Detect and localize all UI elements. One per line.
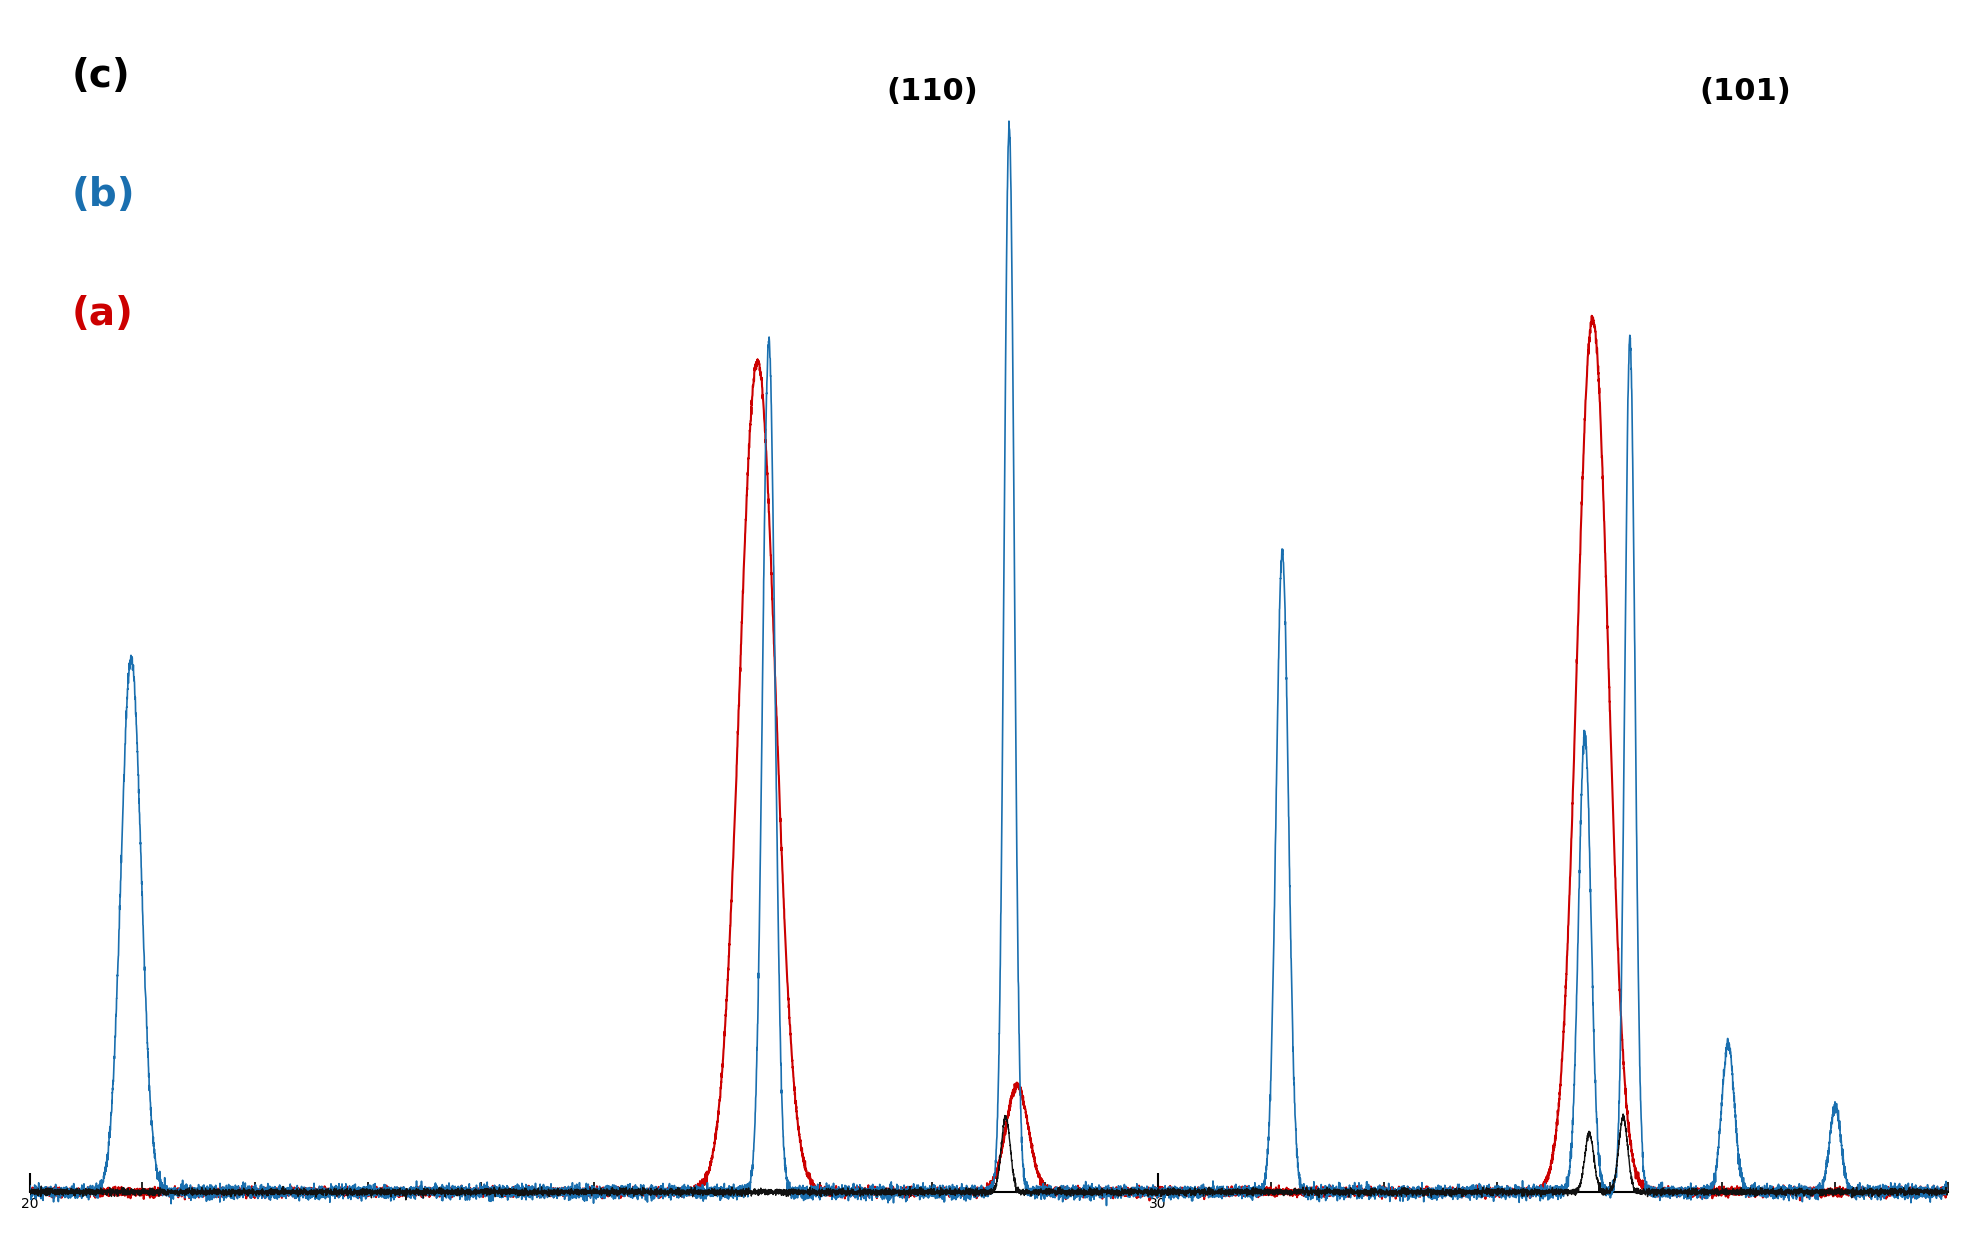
Text: (a): (a): [71, 295, 134, 332]
Text: (b): (b): [71, 176, 136, 214]
Text: (101): (101): [1699, 77, 1792, 106]
Text: (c): (c): [71, 57, 130, 95]
Text: (110): (110): [886, 77, 979, 106]
